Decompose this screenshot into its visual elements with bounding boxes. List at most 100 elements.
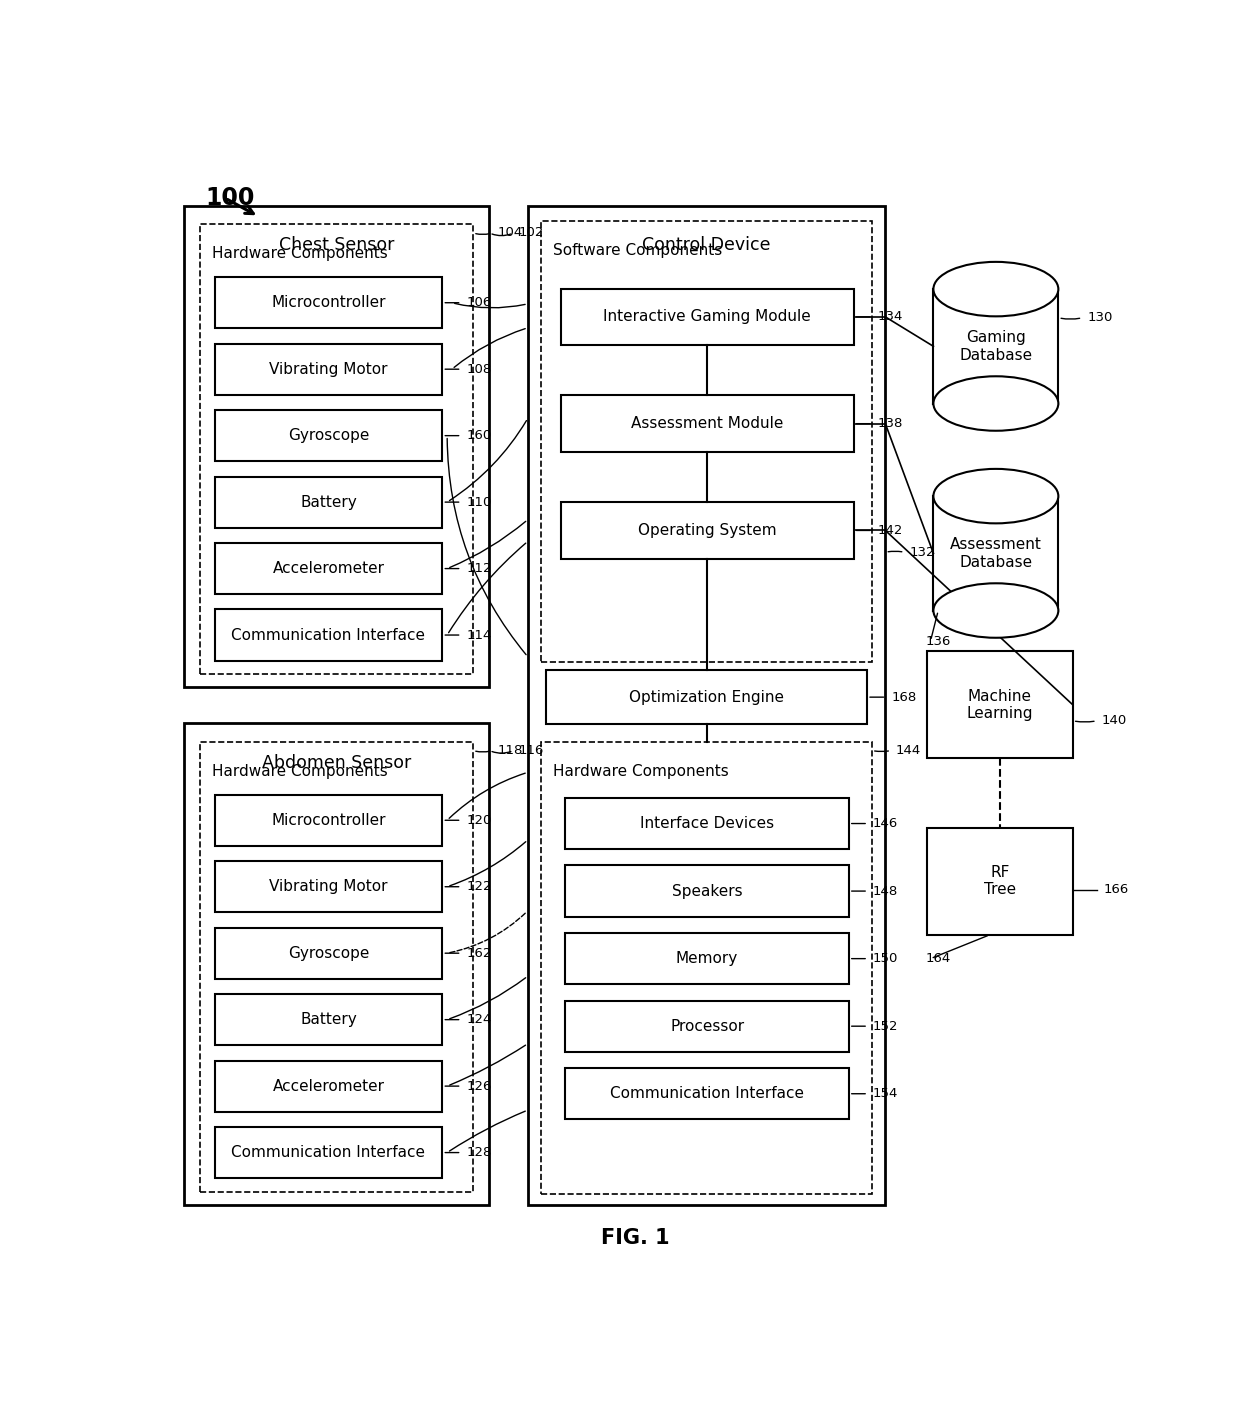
Text: Processor: Processor	[670, 1019, 744, 1034]
FancyBboxPatch shape	[215, 928, 443, 979]
FancyBboxPatch shape	[215, 862, 443, 913]
Text: 114: 114	[466, 628, 492, 641]
Ellipse shape	[934, 468, 1058, 524]
Text: RF
Tree: RF Tree	[983, 865, 1016, 897]
Text: Hardware Components: Hardware Components	[553, 764, 729, 778]
Text: Gyroscope: Gyroscope	[288, 429, 370, 443]
FancyBboxPatch shape	[215, 543, 443, 594]
FancyBboxPatch shape	[560, 502, 853, 559]
FancyBboxPatch shape	[926, 651, 1073, 758]
FancyBboxPatch shape	[215, 610, 443, 661]
Text: Communication Interface: Communication Interface	[232, 1145, 425, 1160]
Text: Accelerometer: Accelerometer	[273, 562, 384, 576]
Text: 166: 166	[1104, 883, 1128, 897]
Text: Optimization Engine: Optimization Engine	[629, 689, 784, 705]
FancyBboxPatch shape	[200, 224, 474, 675]
Text: 122: 122	[466, 880, 492, 893]
Text: 132: 132	[909, 546, 935, 559]
Text: 100: 100	[205, 187, 254, 211]
Text: 138: 138	[878, 417, 903, 430]
Text: 150: 150	[873, 952, 898, 965]
FancyBboxPatch shape	[215, 277, 443, 328]
Text: 108: 108	[466, 362, 491, 376]
Text: 168: 168	[892, 691, 916, 703]
FancyBboxPatch shape	[560, 395, 853, 451]
Ellipse shape	[934, 262, 1058, 317]
Text: Software Components: Software Components	[553, 243, 722, 258]
Text: Vibrating Motor: Vibrating Motor	[269, 362, 388, 376]
Ellipse shape	[934, 583, 1058, 638]
FancyBboxPatch shape	[565, 866, 849, 917]
Text: Speakers: Speakers	[672, 883, 743, 899]
Text: FIG. 1: FIG. 1	[601, 1228, 670, 1248]
Text: Abdomen Sensor: Abdomen Sensor	[262, 754, 412, 771]
Text: Microcontroller: Microcontroller	[272, 296, 386, 310]
FancyBboxPatch shape	[184, 723, 490, 1206]
Text: Interface Devices: Interface Devices	[640, 816, 774, 831]
FancyBboxPatch shape	[560, 289, 853, 345]
Text: 148: 148	[873, 884, 898, 897]
FancyBboxPatch shape	[215, 1060, 443, 1112]
FancyBboxPatch shape	[542, 741, 872, 1194]
FancyBboxPatch shape	[565, 1068, 849, 1119]
Text: 104: 104	[497, 226, 522, 239]
Text: 106: 106	[466, 296, 491, 310]
Text: 144: 144	[897, 744, 921, 757]
FancyBboxPatch shape	[565, 932, 849, 985]
Text: Interactive Gaming Module: Interactive Gaming Module	[603, 310, 811, 324]
Text: Battery: Battery	[300, 495, 357, 509]
Text: 140: 140	[1101, 715, 1127, 727]
FancyBboxPatch shape	[546, 669, 867, 724]
Text: Vibrating Motor: Vibrating Motor	[269, 879, 388, 894]
Text: Chest Sensor: Chest Sensor	[279, 236, 394, 255]
Text: Memory: Memory	[676, 951, 738, 966]
FancyBboxPatch shape	[215, 1126, 443, 1179]
Text: 152: 152	[873, 1020, 898, 1033]
FancyBboxPatch shape	[542, 221, 872, 662]
Text: Gyroscope: Gyroscope	[288, 945, 370, 961]
Text: 160: 160	[466, 429, 491, 441]
FancyBboxPatch shape	[215, 477, 443, 528]
FancyBboxPatch shape	[215, 410, 443, 461]
FancyBboxPatch shape	[215, 995, 443, 1046]
Text: 126: 126	[466, 1080, 492, 1092]
Text: 136: 136	[926, 634, 951, 648]
Ellipse shape	[934, 376, 1058, 430]
Text: Control Device: Control Device	[642, 236, 771, 255]
Text: Communication Interface: Communication Interface	[232, 627, 425, 642]
Text: Accelerometer: Accelerometer	[273, 1078, 384, 1094]
FancyBboxPatch shape	[215, 795, 443, 846]
Text: Battery: Battery	[300, 1012, 357, 1027]
Text: 130: 130	[1087, 311, 1112, 324]
Text: 142: 142	[878, 524, 903, 536]
Text: Communication Interface: Communication Interface	[610, 1087, 804, 1101]
Text: Hardware Components: Hardware Components	[212, 246, 387, 262]
Text: Hardware Components: Hardware Components	[212, 764, 387, 778]
Text: 162: 162	[466, 947, 492, 959]
Text: Operating System: Operating System	[637, 524, 776, 538]
Text: 110: 110	[466, 495, 492, 508]
FancyBboxPatch shape	[565, 798, 849, 849]
Text: 134: 134	[878, 310, 903, 324]
FancyBboxPatch shape	[926, 828, 1073, 935]
FancyBboxPatch shape	[565, 1000, 849, 1051]
Text: 128: 128	[466, 1146, 492, 1159]
Text: 112: 112	[466, 562, 492, 574]
Text: Machine
Learning: Machine Learning	[966, 689, 1033, 722]
Text: 116: 116	[518, 744, 543, 757]
FancyBboxPatch shape	[215, 344, 443, 395]
Text: Microcontroller: Microcontroller	[272, 812, 386, 828]
FancyBboxPatch shape	[528, 205, 885, 1206]
Text: 146: 146	[873, 816, 898, 831]
FancyBboxPatch shape	[184, 205, 490, 688]
FancyBboxPatch shape	[200, 741, 474, 1191]
Text: Assessment
Database: Assessment Database	[950, 538, 1042, 569]
Text: 118: 118	[497, 744, 522, 757]
Text: 120: 120	[466, 814, 492, 826]
Text: Gaming
Database: Gaming Database	[960, 330, 1033, 362]
Text: Assessment Module: Assessment Module	[631, 416, 784, 432]
Text: 164: 164	[926, 952, 951, 965]
Text: 124: 124	[466, 1013, 492, 1026]
Text: 102: 102	[518, 226, 543, 239]
Text: 154: 154	[873, 1087, 898, 1101]
